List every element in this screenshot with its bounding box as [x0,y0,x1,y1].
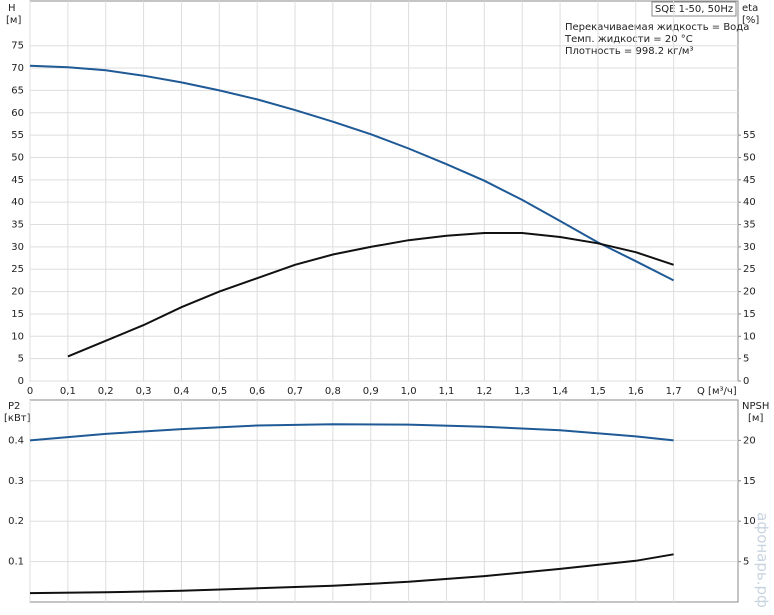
note: Перекачиваемая жидкость = Вода [565,22,749,33]
x-tick-label: 0,9 [363,386,379,397]
chart-title: SQE 1-50, 50Hz [655,4,733,15]
y2-unit: [%] [742,15,759,26]
y-tick-label: 70 [11,63,24,74]
y-tick-label: 50 [11,152,24,163]
y2-tick-label: 30 [743,242,756,253]
y-tick-label: 30 [11,242,24,253]
x-tick-label: 1,7 [666,386,682,397]
x-tick-label: 0,5 [211,386,227,397]
y-label: P2 [8,401,20,412]
y2-tick-label: 45 [743,175,756,186]
x-tick-label: 0,2 [98,386,114,397]
y-tick-label: 75 [11,41,24,52]
x-tick-label: 0,3 [136,386,152,397]
y-tick-label: 55 [11,130,24,141]
y-label: H [8,3,16,14]
y-tick-label: 35 [11,220,24,231]
title-box [651,1,737,17]
y2-tick-label: 0 [743,376,749,387]
y-tick-label: 0.2 [8,516,24,527]
y2-label: eta [742,3,758,14]
y2-tick-label: 15 [743,476,756,487]
y-tick-label: 25 [11,264,24,275]
y-tick-label: 20 [11,287,24,298]
y-tick-label: 5 [18,354,24,365]
plot-frame [29,399,739,603]
x-tick-label: 1,3 [514,386,530,397]
y2-tick-label: 5 [743,354,749,365]
y-tick-label: 0 [18,376,24,387]
y2-unit: [м] [748,413,763,424]
note: Темп. жидкости = 20 °C [564,34,693,45]
y-tick-label: 65 [11,85,24,96]
y2-tick-label: 25 [743,264,756,275]
watermark: афонарь.рф [754,512,772,608]
x-tick-label: 0,1 [60,386,76,397]
x-tick-label: 0,4 [173,386,189,397]
series-line [29,64,675,282]
y-tick-label: 40 [11,197,24,208]
y2-tick-label: 10 [743,331,756,342]
x-tick-label: 1,6 [628,386,644,397]
x-tick-label: 0,7 [287,386,303,397]
y2-tick-label: 20 [743,435,756,446]
y-tick-label: 45 [11,175,24,186]
y2-tick-label: 35 [743,220,756,231]
x-tick-label: 0,6 [249,386,265,397]
y-tick-label: 0.3 [8,476,24,487]
plot-frame [29,0,739,382]
x-tick-label: 1,0 [401,386,417,397]
y2-tick-label: 55 [743,130,756,141]
y2-tick-label: 40 [743,197,756,208]
note: Плотность = 998.2 кг/м³ [565,46,694,57]
series-line [29,553,674,595]
y-unit: [кВт] [4,413,31,424]
x-tick-label: 0 [27,386,33,397]
x-tick-label: 1,5 [590,386,606,397]
y-unit: [м] [6,15,21,26]
x-tick-label: 0,8 [325,386,341,397]
x-tick-label: 1,2 [476,386,492,397]
y2-tick-label: 20 [743,287,756,298]
y2-label: NPSH [742,401,769,412]
y-tick-label: 15 [11,309,24,320]
y2-tick-label: 15 [743,309,756,320]
y2-tick-label: 10 [743,516,756,527]
y-tick-label: 0.4 [8,435,24,446]
y-tick-label: 0.1 [8,557,24,568]
x-label: Q [м³/ч] [697,386,737,397]
x-tick-label: 1,1 [439,386,455,397]
y2-tick-label: 5 [743,557,749,568]
series-line [29,423,674,442]
y2-tick-label: 50 [743,152,756,163]
y-tick-label: 10 [11,331,24,342]
x-tick-label: 1,4 [552,386,568,397]
series-line [67,232,674,358]
y-tick-label: 60 [11,108,24,119]
